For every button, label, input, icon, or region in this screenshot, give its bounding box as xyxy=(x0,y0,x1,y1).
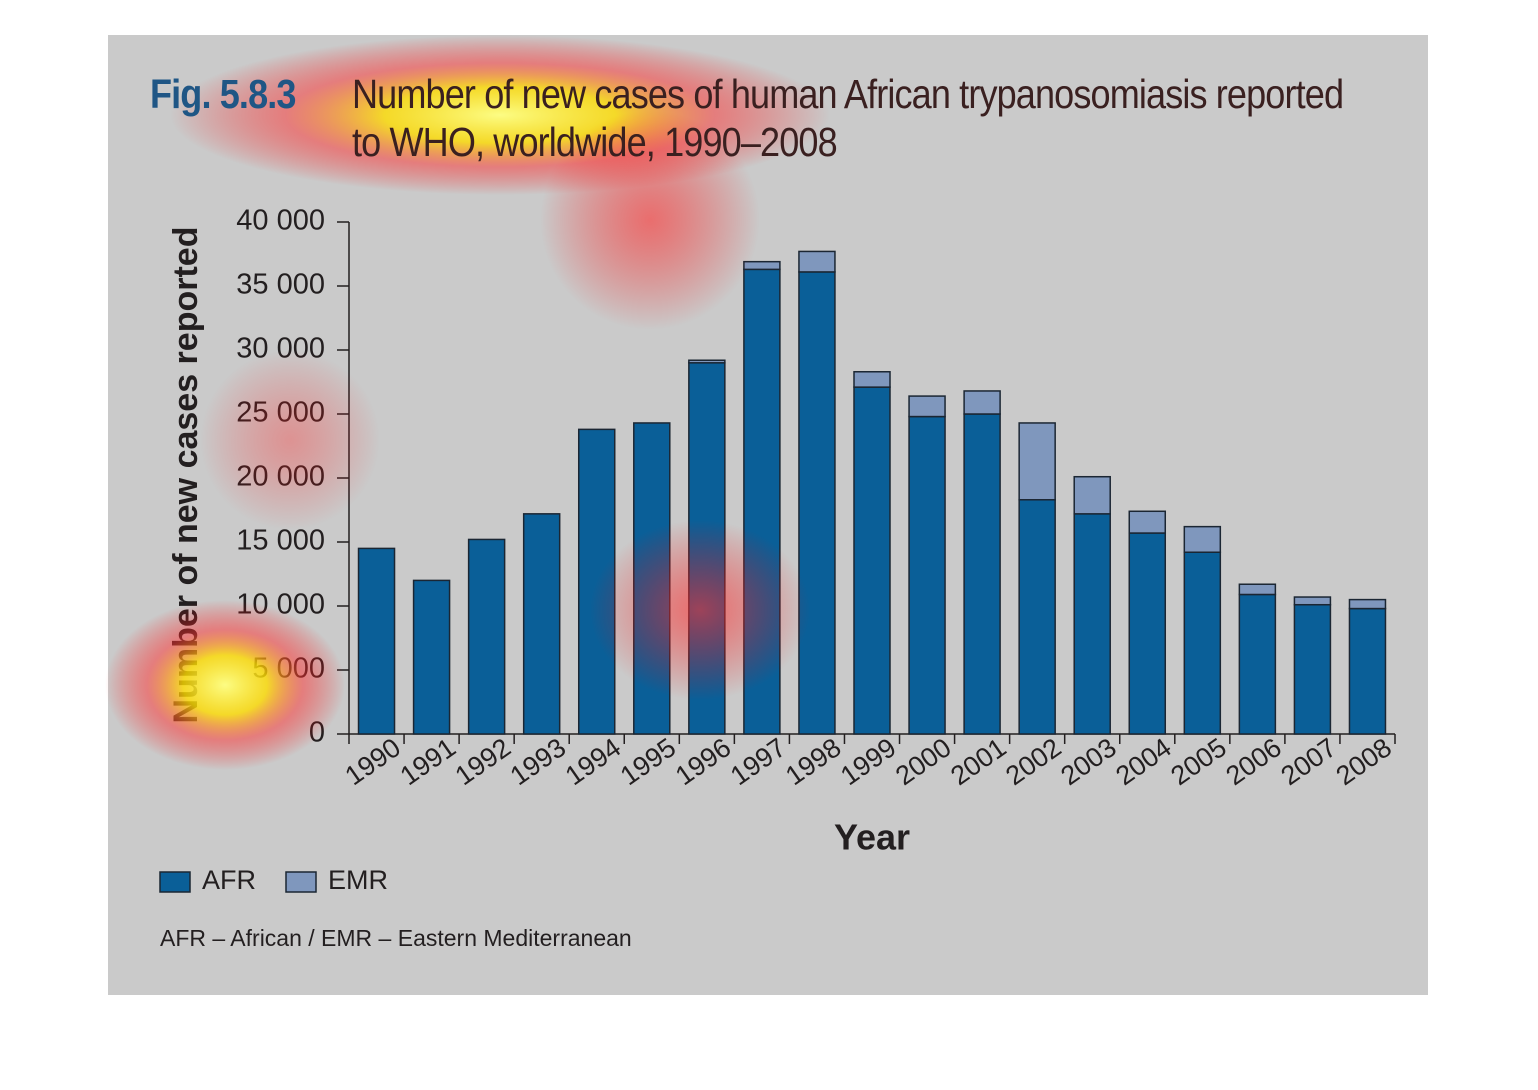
bar-segment xyxy=(1073,475,1111,515)
y-tick-label: 5 000 xyxy=(252,653,325,685)
bar-segment xyxy=(963,413,1001,735)
bar-segment xyxy=(963,390,1001,415)
y-tick-label: 30 000 xyxy=(236,333,325,365)
bar-segment xyxy=(577,428,616,735)
bar-segment xyxy=(1073,513,1111,735)
chart-title: Number of new cases of human African try… xyxy=(352,71,1344,165)
bar-segment xyxy=(743,260,781,271)
bar-segment xyxy=(1183,525,1222,553)
bar-segment xyxy=(908,395,946,418)
y-tick-label: 25 000 xyxy=(236,397,325,429)
y-tick-label: 40 000 xyxy=(236,205,325,237)
bar-segment xyxy=(688,359,726,364)
bar-segment xyxy=(1128,510,1167,534)
bar-segment xyxy=(412,579,451,735)
bar-segment xyxy=(522,513,561,735)
legend-label: EMR xyxy=(328,865,388,895)
bar-segment xyxy=(1238,583,1277,596)
legend-swatch xyxy=(285,871,317,893)
bar-segment xyxy=(1293,603,1332,735)
bar-segment xyxy=(908,415,946,735)
y-tick-label: 15 000 xyxy=(236,525,325,557)
legend-label: AFR xyxy=(202,865,256,895)
x-axis-title: Year xyxy=(834,817,910,858)
bar-segment xyxy=(798,250,836,273)
bar-segment xyxy=(1238,593,1277,735)
bar-segment xyxy=(467,538,506,735)
y-tick-label: 10 000 xyxy=(236,589,325,621)
bar-segment xyxy=(853,371,891,388)
note: AFR – African / EMR – Eastern Mediterran… xyxy=(160,925,632,951)
bar-segment xyxy=(743,268,781,735)
bar-segment xyxy=(1348,598,1387,610)
y-tick-label: 0 xyxy=(309,717,325,749)
bar-segment xyxy=(633,422,671,735)
bar-segment xyxy=(798,271,836,735)
bar-segment xyxy=(1293,596,1332,606)
y-tick-label: 35 000 xyxy=(236,269,325,301)
figure-label: Fig. 5.8.3 xyxy=(150,71,296,117)
bar-segment xyxy=(688,362,726,735)
y-tick-label: 20 000 xyxy=(236,461,325,493)
bar-segment xyxy=(1128,532,1167,735)
bar-segment xyxy=(1018,499,1056,735)
bar-segment xyxy=(853,386,891,735)
y-axis-title: Number of new cases reported xyxy=(167,227,205,724)
bar-segment xyxy=(1018,422,1056,501)
bar-segment xyxy=(1183,551,1222,735)
bar-segment xyxy=(357,547,396,735)
bar-segment xyxy=(1348,607,1387,735)
legend-swatch xyxy=(159,871,191,893)
